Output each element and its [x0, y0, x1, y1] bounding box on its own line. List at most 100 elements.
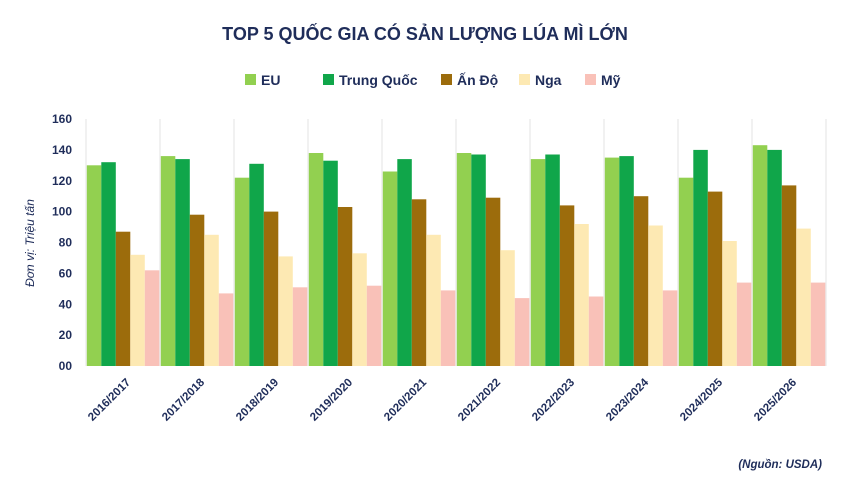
bar-group-2024-2025	[678, 149, 752, 366]
bar-group-2025-2026	[752, 145, 826, 366]
y-axis-label: Đơn vị: Triệu tấn	[23, 199, 37, 287]
bar-nga-2024-2025	[722, 241, 737, 366]
bar-trung-quoc-2024-2025	[693, 149, 708, 366]
bar-group-2017-2018	[160, 156, 234, 366]
bar-an-do-2023-2024	[633, 196, 649, 366]
bar-my-2023-2024	[662, 290, 678, 366]
bar-eu-2024-2025	[678, 177, 694, 366]
legend-label-an-do: Ấn Độ	[457, 72, 498, 88]
bar-eu-2017-2018	[160, 156, 176, 366]
bar-nga-2020-2021	[426, 234, 441, 366]
bar-trung-quoc-2021-2022	[471, 154, 486, 366]
y-tick-label: 00	[59, 359, 73, 373]
bar-nga-2025-2026	[796, 228, 811, 366]
legend-item-an-do: Ấn Độ	[441, 72, 498, 88]
grid-lines	[85, 119, 827, 366]
x-tick-label: 2016/2017	[86, 377, 133, 424]
legend-swatch-trung-quoc	[323, 74, 334, 85]
chart-title: TOP 5 QUỐC GIA CÓ SẢN LƯỢNG LÚA MÌ LỚN	[222, 23, 628, 44]
legend-label-my: Mỹ	[601, 72, 621, 88]
legend-label-nga: Nga	[535, 72, 562, 88]
legend-item-nga: Nga	[519, 72, 562, 88]
bar-an-do-2016-2017	[115, 231, 131, 366]
bar-eu-2023-2024	[604, 157, 620, 366]
bar-nga-2018-2019	[278, 256, 293, 366]
x-tick-label: 2025/2026	[752, 377, 799, 424]
bar-my-2020-2021	[440, 290, 456, 366]
x-tick-label: 2018/2019	[234, 377, 281, 424]
bar-an-do-2022-2023	[559, 205, 575, 366]
y-tick-label: 20	[59, 328, 73, 342]
bar-trung-quoc-2019-2020	[323, 160, 338, 366]
bar-nga-2017-2018	[204, 234, 219, 366]
legend-item-eu: EU	[245, 72, 280, 88]
bar-an-do-2025-2026	[781, 185, 797, 366]
bar-nga-2023-2024	[648, 225, 663, 366]
bar-an-do-2024-2025	[707, 191, 723, 366]
x-tick-label: 2017/2018	[160, 376, 207, 423]
bar-nga-2021-2022	[500, 250, 515, 366]
bar-eu-2022-2023	[530, 159, 546, 366]
legend-item-my: Mỹ	[585, 72, 621, 88]
bar-trung-quoc-2020-2021	[397, 159, 412, 366]
bar-trung-quoc-2023-2024	[619, 156, 634, 366]
y-tick-label: 60	[59, 266, 73, 280]
bar-trung-quoc-2016-2017	[101, 162, 116, 366]
bar-trung-quoc-2018-2019	[249, 163, 264, 366]
bar-my-2024-2025	[736, 282, 752, 366]
bar-group-2020-2021	[382, 159, 456, 366]
legend-label-eu: EU	[261, 72, 280, 88]
bar-eu-2020-2021	[382, 171, 398, 366]
y-tick-label: 100	[52, 205, 72, 219]
bar-eu-2016-2017	[86, 165, 102, 366]
legend-swatch-nga	[519, 74, 530, 85]
bar-my-2022-2023	[588, 296, 604, 366]
bar-my-2017-2018	[218, 293, 234, 366]
x-tick-label: 2021/2022	[456, 377, 503, 424]
bar-my-2025-2026	[810, 282, 826, 366]
x-tick-label: 2023/2024	[604, 376, 651, 423]
bars	[86, 145, 826, 366]
bar-an-do-2017-2018	[189, 214, 205, 366]
bar-group-2019-2020	[308, 153, 382, 366]
legend-label-trung-quoc: Trung Quốc	[339, 72, 418, 88]
bar-group-2021-2022	[456, 153, 530, 366]
bar-an-do-2021-2022	[485, 197, 501, 366]
bar-eu-2019-2020	[308, 153, 324, 366]
y-tick-label: 140	[52, 143, 72, 157]
bar-my-2021-2022	[514, 298, 530, 366]
bar-trung-quoc-2022-2023	[545, 154, 560, 366]
bar-my-2018-2019	[292, 287, 308, 366]
bar-trung-quoc-2025-2026	[767, 149, 782, 366]
legend-item-trung-quoc: Trung Quốc	[323, 72, 418, 88]
x-tick-label: 2020/2021	[382, 376, 429, 423]
y-tick-label: 120	[52, 174, 72, 188]
bar-nga-2019-2020	[352, 253, 367, 366]
bar-nga-2016-2017	[130, 254, 145, 366]
y-tick-label: 80	[59, 236, 73, 250]
x-tick-label: 2024/2025	[678, 376, 725, 423]
x-tick-label: 2019/2020	[308, 377, 355, 424]
bar-group-2022-2023	[530, 154, 604, 366]
y-tick-label: 40	[59, 297, 73, 311]
bar-an-do-2019-2020	[337, 207, 353, 366]
legend: EU Trung Quốc Ấn Độ Nga Mỹ	[245, 72, 621, 88]
bar-nga-2022-2023	[574, 224, 589, 366]
bar-group-2018-2019	[234, 163, 308, 366]
bar-an-do-2020-2021	[411, 199, 427, 366]
bar-group-2023-2024	[604, 156, 678, 366]
x-axis: 2016/2017 2017/2018 2018/2019 2019/2020 2020…	[86, 376, 799, 423]
bar-group-2016-2017	[86, 162, 160, 366]
bar-trung-quoc-2017-2018	[175, 159, 190, 366]
x-tick-label: 2022/2023	[530, 377, 577, 424]
legend-swatch-an-do	[441, 74, 452, 85]
legend-swatch-my	[585, 74, 596, 85]
bar-my-2019-2020	[366, 285, 382, 366]
source-note: (Nguồn: USDA)	[738, 459, 822, 471]
bar-eu-2018-2019	[234, 177, 250, 366]
bar-an-do-2018-2019	[263, 211, 279, 366]
bar-my-2016-2017	[144, 270, 160, 366]
y-axis: 00 20 40 60 80 100 120 140 160	[52, 112, 72, 373]
bar-eu-2025-2026	[752, 145, 768, 366]
